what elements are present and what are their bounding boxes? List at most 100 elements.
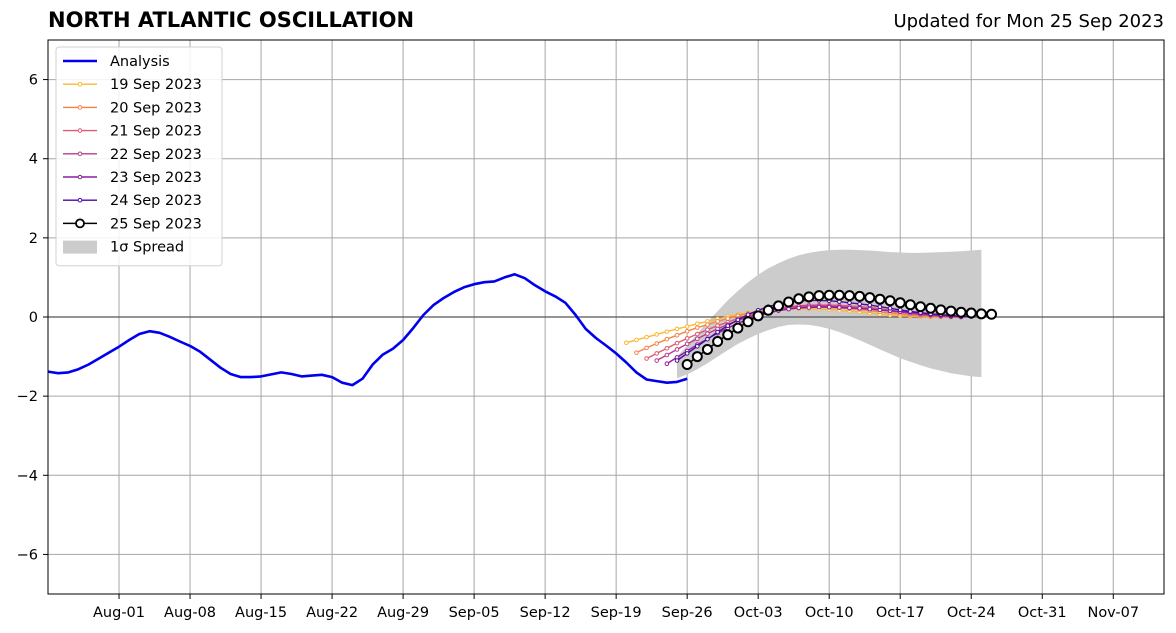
series-point [762,304,774,316]
x-tick-label: Nov-07 [1087,605,1139,621]
series-point [826,304,832,310]
series-point [623,340,629,346]
legend-entry: 1σ Spread [63,240,184,256]
series-point [654,332,660,337]
series-point [695,321,700,327]
series-point [695,343,700,349]
y-tick-label: −4 [17,468,38,484]
series-point [793,293,805,305]
legend-entry: 22 Sep 2023 [63,147,202,163]
series-point [712,336,724,348]
series-25-sep-2023 [681,289,998,370]
series-point [803,291,815,303]
x-tick-label: Aug-15 [235,605,287,621]
legend-entry: 23 Sep 2023 [63,170,202,186]
series-point [867,302,873,308]
series-point [975,308,987,320]
series-point [644,356,649,361]
legend-marker [77,174,83,180]
series-point [847,305,852,311]
series-point [664,361,670,366]
series-point [843,290,855,302]
legend-swatch [63,240,97,254]
series-point [854,290,866,302]
series-point [705,331,710,336]
series-point [715,329,720,335]
legend-label: 21 Sep 2023 [110,124,202,140]
legend-entry: Analysis [63,54,170,70]
legend-marker [77,128,83,133]
series-point [823,289,835,301]
series-point [935,304,947,316]
legend-label: 23 Sep 2023 [110,170,202,186]
series-point [634,337,639,343]
series-point [715,319,720,324]
series-point [664,345,670,351]
series-point [691,351,703,363]
spread-band [677,249,982,379]
x-tick-label: Aug-29 [377,605,429,621]
series-point [732,322,744,334]
series-point [904,299,916,311]
series-point [654,358,660,363]
series-point [654,341,660,346]
series-point [894,297,906,309]
x-tick-label: Aug-22 [306,605,358,621]
series-point [742,316,754,328]
y-tick-label: 2 [29,231,38,247]
series-point [887,305,893,311]
x-tick-label: Oct-03 [734,605,783,621]
legend-label: 22 Sep 2023 [110,147,202,163]
y-tick-label: 0 [29,310,38,326]
spread-band-layer [677,249,982,379]
legend-label: 25 Sep 2023 [110,216,202,232]
series-point [705,322,710,327]
analysis-line [47,273,688,387]
series-point [806,305,812,310]
legend-entry: 24 Sep 2023 [63,193,202,209]
legend-label: 20 Sep 2023 [110,100,202,116]
axis-ticks: Aug-01 Aug-08 Aug-15 Aug-22 Aug-29 Sep-05 Sep-… [17,73,1139,621]
series-point [705,327,710,332]
series-point [945,305,957,317]
legend-marker [75,218,85,229]
series-point [644,334,649,340]
series-point [915,301,927,313]
chart-subtitle: Updated for Mon 25 Sep 2023 [893,11,1164,32]
series-point [722,329,734,341]
legend-label: Analysis [110,54,170,70]
legend-marker [77,81,83,87]
series-point [897,307,903,313]
forecast-series-layer [623,289,998,370]
legend-entry: 19 Sep 2023 [63,77,202,93]
legend-box [55,46,223,267]
y-tick-label: 4 [29,152,38,168]
series-point [701,343,713,355]
series-point [884,295,896,307]
series-point [833,289,845,301]
series-point [725,316,731,321]
series-point [644,345,649,351]
series-point [674,347,680,352]
series-point [725,323,731,329]
x-tick-label: Sep-05 [449,605,500,621]
y-tick-label: −6 [17,547,38,563]
series-point [654,351,660,356]
series-point [925,302,937,314]
series-point [783,296,795,308]
series-point [857,305,862,311]
y-tick-label: −2 [17,389,38,405]
series-point [857,301,862,307]
chart-title: NORTH ATLANTIC OSCILLATION [48,8,415,32]
series-point [813,290,825,302]
series-point [772,300,784,312]
series-point [634,350,639,355]
series-point [674,358,680,363]
series-point [877,304,883,310]
x-tick-label: Sep-26 [662,605,713,621]
series-point [864,292,876,304]
series-point [752,310,764,322]
series-point [684,328,690,334]
series-point [786,306,791,312]
series-point [735,317,741,323]
